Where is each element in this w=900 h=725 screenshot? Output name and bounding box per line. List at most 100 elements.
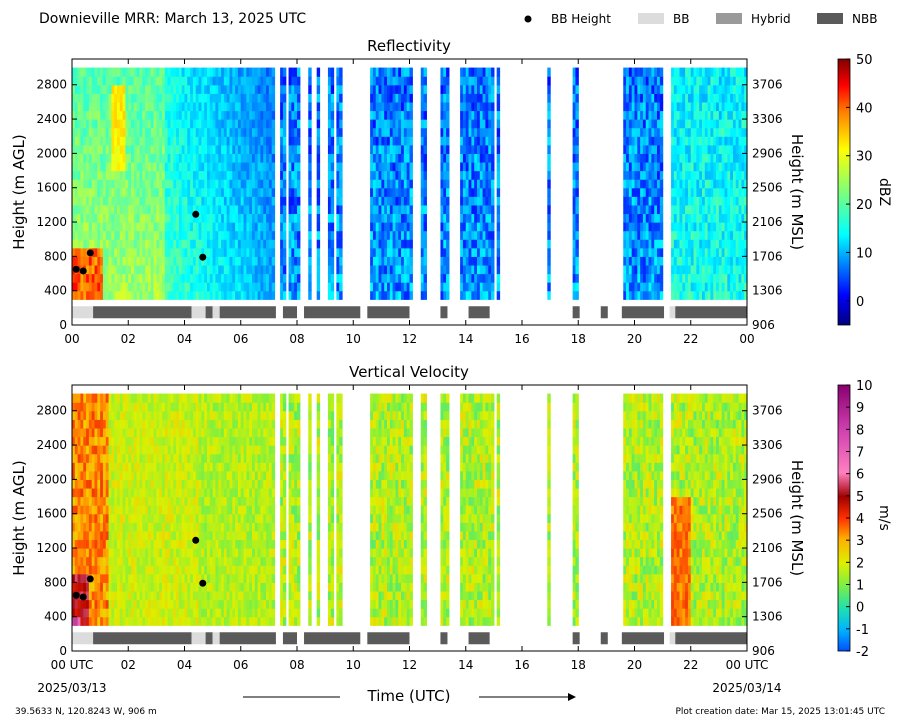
echo-cell	[659, 264, 664, 275]
echo-cell	[102, 573, 107, 583]
echo-cell	[704, 187, 709, 197]
echo-cell	[176, 213, 180, 223]
echo-cell	[190, 239, 194, 249]
echo-cell	[389, 247, 394, 257]
echo-cell	[690, 196, 695, 206]
echo-cell	[111, 487, 115, 498]
echo-cell	[702, 256, 706, 266]
echo-cell	[229, 144, 233, 154]
echo-cell	[150, 93, 155, 103]
echo-cell	[215, 187, 219, 197]
echo-cell	[209, 110, 214, 120]
echo-cell	[100, 187, 104, 197]
echo-cell	[117, 153, 121, 163]
echo-cell	[198, 222, 202, 232]
echo-cell	[72, 282, 76, 292]
echo-cell	[282, 204, 287, 215]
echo-cell	[465, 239, 470, 249]
echo-cell	[195, 144, 200, 154]
echo-cell	[406, 179, 411, 189]
echo-cell	[718, 213, 723, 223]
echo-cell	[117, 427, 121, 438]
echo-cell	[384, 127, 388, 137]
echo-cell	[119, 76, 124, 86]
echo-cell	[671, 273, 675, 283]
echo-cell	[198, 256, 202, 266]
echo-cell	[97, 453, 101, 463]
echo-cell	[91, 170, 96, 180]
echo-cell	[80, 616, 84, 626]
echo-cell	[204, 256, 208, 266]
echo-cell	[651, 290, 655, 300]
echo-cell	[628, 76, 633, 86]
echo-cell	[294, 239, 298, 249]
echo-cell	[74, 548, 79, 558]
echo-cell	[575, 282, 579, 292]
echo-cell	[204, 127, 208, 137]
echo-cell	[192, 239, 197, 249]
echo-cell	[398, 290, 402, 300]
echo-cell	[105, 204, 110, 215]
echo-cell	[336, 153, 340, 163]
echo-cell	[114, 84, 118, 94]
echo-cell	[77, 445, 82, 455]
echo-cell	[111, 505, 115, 515]
echo-cell	[488, 67, 492, 77]
echo-cell	[201, 247, 205, 257]
echo-cell	[111, 256, 115, 266]
echo-cell	[384, 110, 388, 120]
echo-cell	[105, 290, 110, 300]
echo-cell	[327, 76, 332, 86]
echo-cell	[732, 136, 737, 146]
echo-cell	[443, 144, 447, 154]
echo-cell	[465, 282, 470, 292]
echo-cell	[316, 239, 321, 249]
echo-cell	[246, 256, 250, 266]
echo-cell	[308, 264, 312, 275]
echo-cell	[713, 222, 717, 232]
echo-cell	[72, 530, 76, 541]
echo-cell	[271, 119, 276, 129]
echo-cell	[378, 282, 382, 292]
echo-cell	[235, 196, 239, 206]
echo-cell	[297, 179, 301, 189]
echo-cell	[128, 282, 132, 292]
echo-cell	[86, 119, 90, 129]
echo-cell	[145, 264, 149, 275]
echo-cell	[207, 161, 211, 172]
echo-cell	[462, 84, 467, 94]
echo-cell	[398, 187, 402, 197]
echo-cell	[139, 264, 143, 275]
echo-cell	[128, 196, 132, 206]
echo-cell	[80, 565, 84, 575]
echo-cell	[77, 101, 82, 112]
echo-cell	[108, 470, 112, 480]
echo-cell	[291, 213, 295, 223]
echo-cell	[223, 170, 228, 180]
echo-cell	[159, 247, 163, 257]
echo-cell	[72, 573, 76, 583]
echo-cell	[249, 196, 253, 206]
echo-cell	[187, 282, 191, 292]
echo-cell	[640, 196, 644, 206]
echo-cell	[378, 136, 382, 146]
echo-cell	[249, 67, 253, 77]
echo-cell	[727, 119, 731, 129]
echo-cell	[125, 582, 129, 592]
echo-cell	[482, 256, 487, 266]
echo-cell	[125, 548, 129, 558]
echo-cell	[164, 136, 169, 146]
echo-cell	[147, 213, 152, 223]
echo-cell	[637, 239, 641, 249]
echo-cell	[254, 204, 259, 215]
echo-cell	[184, 213, 188, 223]
echo-cell	[117, 282, 121, 292]
echo-cell	[105, 462, 110, 472]
echo-cell	[387, 187, 391, 197]
echo-cell	[395, 67, 399, 77]
echo-cell	[738, 239, 742, 249]
echo-cell	[547, 101, 551, 112]
echo-cell	[696, 282, 700, 292]
echo-cell	[246, 76, 250, 86]
echo-cell	[339, 170, 343, 180]
